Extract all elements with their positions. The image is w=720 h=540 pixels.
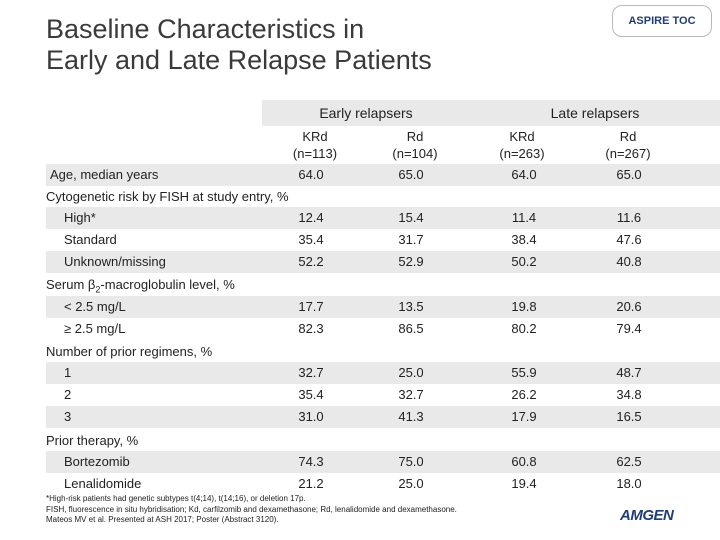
row-label: ≥ 2.5 mg/L bbox=[64, 321, 126, 336]
cell-value: 65.0 bbox=[616, 167, 642, 182]
section-title-therapy: Prior therapy, % bbox=[46, 433, 139, 448]
table-row: ≥ 2.5 mg/L 82.3 86.5 80.2 79.4 bbox=[46, 318, 720, 340]
row-label: Lenalidomide bbox=[64, 476, 142, 491]
title-line-2: Early and Late Relapse Patients bbox=[46, 45, 432, 75]
cell-value: 19.8 bbox=[511, 299, 537, 314]
cell-value: 64.0 bbox=[511, 167, 537, 182]
cell-value: 12.4 bbox=[298, 210, 324, 225]
column-header: Rd (n=104) bbox=[370, 126, 460, 166]
footnotes: *High-risk patients had genetic subtypes… bbox=[46, 494, 457, 526]
column-header-name: KRd bbox=[302, 129, 328, 144]
cell-value: 62.5 bbox=[616, 454, 642, 469]
page-title: Baseline Characteristics in Early and La… bbox=[46, 14, 432, 76]
table-row: Unknown/missing 52.2 52.9 50.2 40.8 bbox=[46, 251, 720, 273]
cell-value: 32.7 bbox=[398, 387, 424, 402]
amgen-logo: AMGEN bbox=[620, 507, 674, 524]
cell-value: 80.2 bbox=[511, 321, 537, 336]
cell-value: 21.2 bbox=[298, 476, 324, 491]
row-label: High* bbox=[64, 210, 96, 225]
cell-value: 31.0 bbox=[298, 409, 324, 424]
row-label: Age, median years bbox=[50, 167, 159, 182]
title-line-1: Baseline Characteristics in bbox=[46, 14, 365, 44]
cell-value: 75.0 bbox=[398, 454, 424, 469]
section-title-prefix: Serum β bbox=[46, 277, 96, 292]
row-label: 2 bbox=[64, 387, 72, 402]
column-header-name: Rd bbox=[406, 129, 424, 144]
table-row: < 2.5 mg/L 17.7 13.5 19.8 20.6 bbox=[46, 296, 720, 318]
table-row: High* 12.4 15.4 11.4 11.6 bbox=[46, 207, 720, 229]
footnote-line: Mateos MV et al. Presented at ASH 2017; … bbox=[46, 515, 279, 524]
cell-value: 60.8 bbox=[511, 454, 537, 469]
cell-value: 52.9 bbox=[398, 254, 424, 269]
cell-value: 35.4 bbox=[298, 232, 324, 247]
row-label: Bortezomib bbox=[64, 454, 130, 469]
row-label: Standard bbox=[64, 232, 117, 247]
cell-value: 48.7 bbox=[616, 365, 642, 380]
table-row-age: Age, median years 64.0 65.0 64.0 65.0 bbox=[46, 164, 720, 186]
cell-value: 32.7 bbox=[298, 365, 324, 380]
cell-value: 86.5 bbox=[398, 321, 424, 336]
cell-value: 40.8 bbox=[616, 254, 642, 269]
column-header-n: (n=104) bbox=[392, 146, 438, 161]
cell-value: 35.4 bbox=[298, 387, 324, 402]
cell-value: 25.0 bbox=[398, 365, 424, 380]
table-row: Bortezomib 74.3 75.0 60.8 62.5 bbox=[46, 451, 720, 473]
cell-value: 64.0 bbox=[298, 167, 324, 182]
cell-value: 47.6 bbox=[616, 232, 642, 247]
section-title-subscript: 2 bbox=[95, 284, 101, 295]
toc-badge-button[interactable]: ASPIRE TOC bbox=[612, 5, 712, 37]
row-label: 1 bbox=[64, 365, 72, 380]
cell-value: 15.4 bbox=[398, 210, 424, 225]
cell-value: 55.9 bbox=[511, 365, 537, 380]
cell-value: 17.7 bbox=[298, 299, 324, 314]
footnote-line: FISH, fluorescence in situ hybridisation… bbox=[46, 504, 457, 514]
column-header-n: (n=113) bbox=[292, 146, 338, 161]
table-row: 2 35.4 32.7 26.2 34.8 bbox=[46, 384, 720, 406]
table-row: Standard 35.4 31.7 38.4 47.6 bbox=[46, 229, 720, 251]
cell-value: 13.5 bbox=[398, 299, 424, 314]
table-row: Lenalidomide 21.2 25.0 19.4 18.0 bbox=[46, 473, 720, 495]
cell-value: 20.6 bbox=[616, 299, 642, 314]
section-title-regimens: Number of prior regimens, % bbox=[46, 344, 213, 359]
row-label: 3 bbox=[64, 409, 72, 424]
cell-value: 19.4 bbox=[511, 476, 537, 491]
row-label: Unknown/missing bbox=[64, 254, 166, 269]
row-label: < 2.5 mg/L bbox=[64, 299, 126, 314]
column-header-n: (n=267) bbox=[605, 146, 651, 161]
cell-value: 25.0 bbox=[398, 476, 424, 491]
cell-value: 82.3 bbox=[298, 321, 324, 336]
cell-value: 26.2 bbox=[511, 387, 537, 402]
column-header-name: Rd bbox=[619, 129, 637, 144]
cell-value: 31.7 bbox=[398, 232, 424, 247]
cell-value: 79.4 bbox=[616, 321, 642, 336]
cell-value: 11.4 bbox=[511, 210, 537, 225]
cell-value: 50.2 bbox=[511, 254, 537, 269]
column-header: KRd (n=113) bbox=[270, 126, 360, 166]
column-header: KRd (n=263) bbox=[474, 126, 570, 166]
cell-value: 18.0 bbox=[616, 476, 642, 491]
cell-value: 74.3 bbox=[298, 454, 324, 469]
cell-value: 34.8 bbox=[616, 387, 642, 402]
cell-value: 41.3 bbox=[398, 409, 424, 424]
cell-value: 11.6 bbox=[616, 210, 642, 225]
column-header: Rd (n=267) bbox=[580, 126, 676, 166]
cell-value: 52.2 bbox=[298, 254, 324, 269]
cell-value: 38.4 bbox=[511, 232, 537, 247]
section-title-cytogenetic: Cytogenetic risk by FISH at study entry,… bbox=[46, 189, 289, 204]
column-header-name: KRd bbox=[509, 129, 535, 144]
section-title-suffix: -macroglobulin level, % bbox=[100, 277, 235, 292]
cell-value: 65.0 bbox=[398, 167, 424, 182]
cell-value: 17.9 bbox=[511, 409, 537, 424]
column-header-n: (n=263) bbox=[499, 146, 545, 161]
group-header-early: Early relapsers bbox=[262, 100, 470, 126]
table-row: 1 32.7 25.0 55.9 48.7 bbox=[46, 362, 720, 384]
cell-value: 16.5 bbox=[616, 409, 642, 424]
section-title-serum: Serum β2-macroglobulin level, % bbox=[46, 277, 235, 295]
table-row: 3 31.0 41.3 17.9 16.5 bbox=[46, 406, 720, 428]
footnote-line: *High-risk patients had genetic subtypes… bbox=[46, 494, 306, 503]
group-header-late: Late relapsers bbox=[470, 100, 720, 126]
